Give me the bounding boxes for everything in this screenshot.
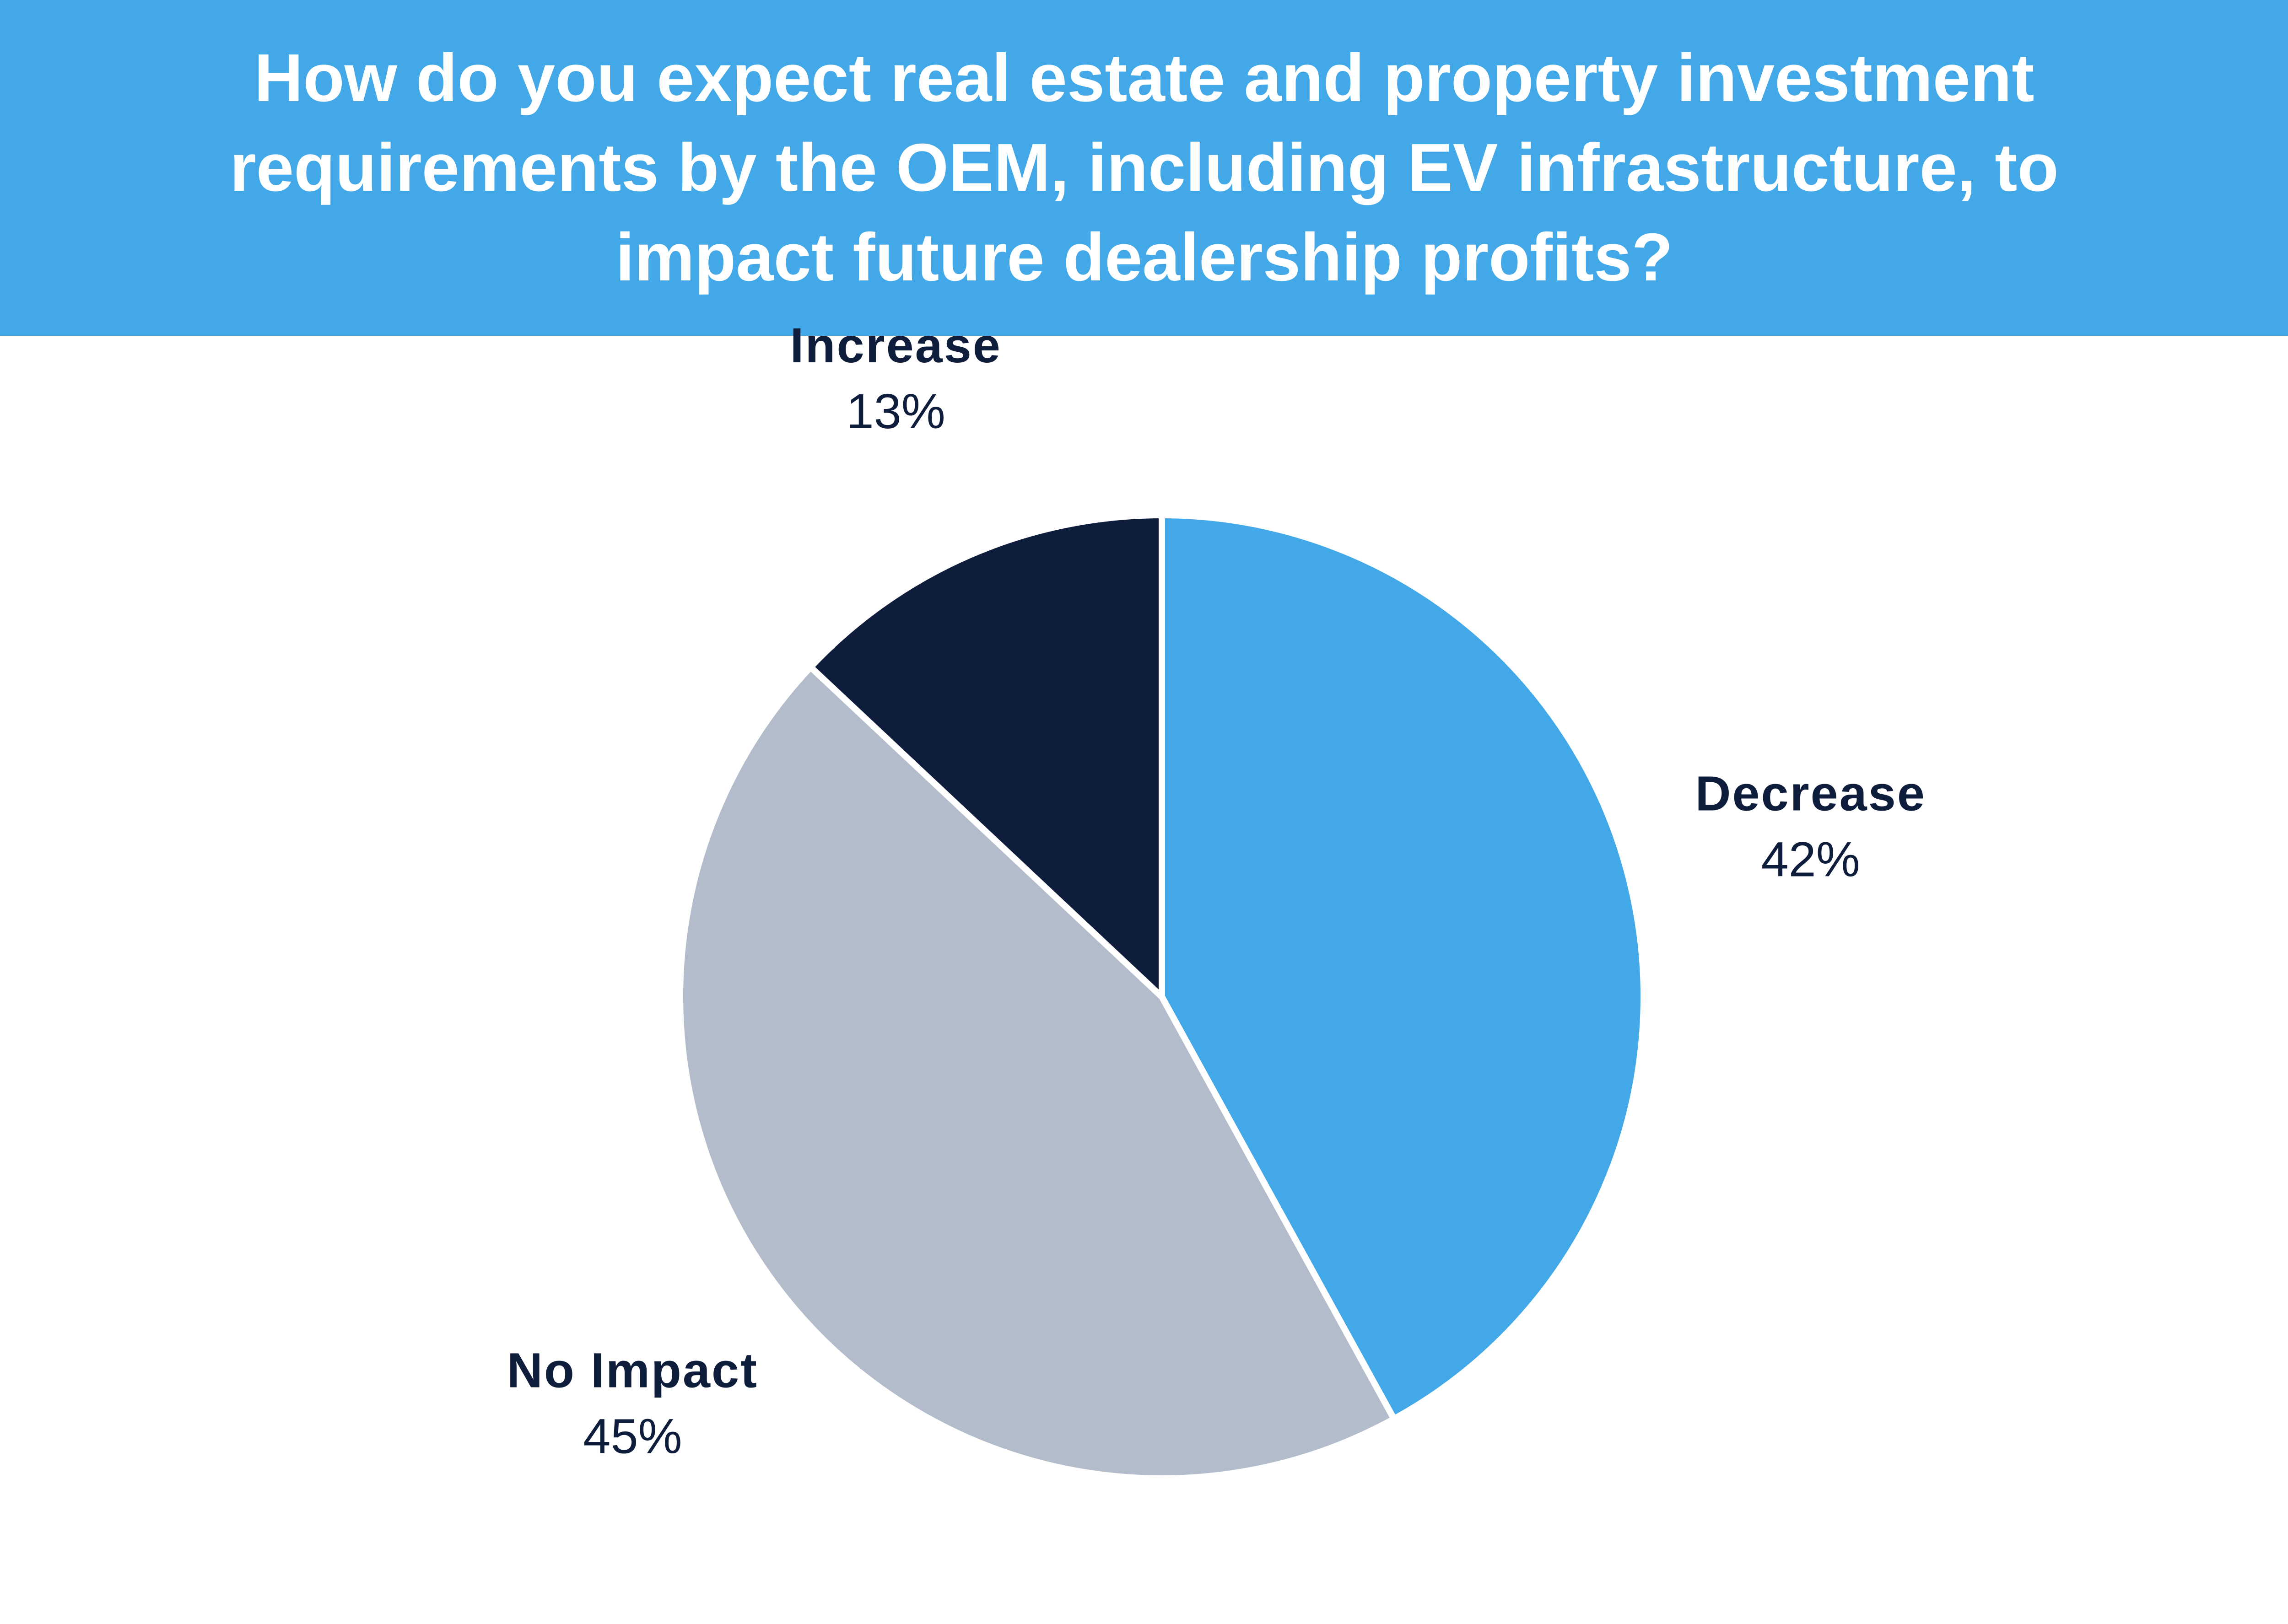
slice-value-label: 42% xyxy=(1761,832,1860,887)
slice-value-label: 45% xyxy=(583,1409,682,1464)
slice-category-label: Increase xyxy=(790,317,1002,373)
slice-value-label: 13% xyxy=(847,383,945,439)
slice-category-label: Decrease xyxy=(1695,766,1926,821)
chart-title: How do you expect real estate and proper… xyxy=(230,40,2059,295)
pie-slice xyxy=(677,664,1398,1482)
pie-slice xyxy=(1159,512,1647,1422)
slice-category-label: No Impact xyxy=(507,1343,758,1398)
pie-slice xyxy=(807,512,1165,1000)
title-banner: How do you expect real estate and proper… xyxy=(0,0,2288,336)
